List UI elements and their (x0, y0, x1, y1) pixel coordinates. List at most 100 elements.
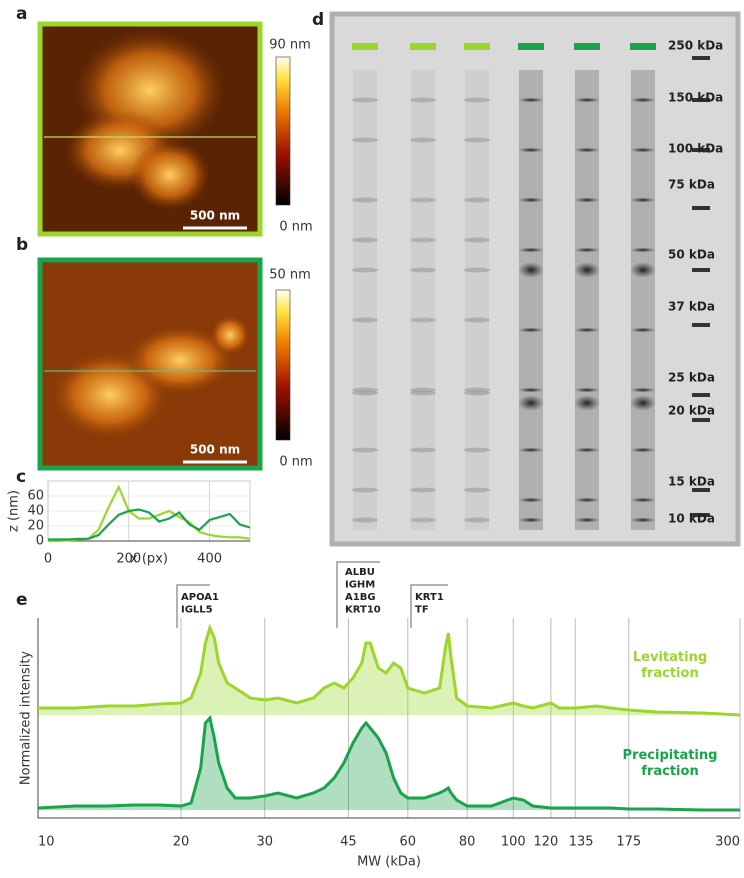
lane (519, 70, 543, 530)
ladder-band (692, 56, 710, 60)
gel-band (464, 487, 490, 493)
ladder-band (692, 98, 710, 102)
series-label-box: Precipitating fraction (623, 748, 718, 779)
x-tick-label: 10 (38, 835, 55, 850)
marker-label: 250 kDa (668, 39, 723, 53)
annotation: TF (415, 605, 429, 616)
gel-band (518, 395, 544, 411)
panel-label: d (312, 10, 324, 30)
annotation: APOA1 (181, 592, 219, 603)
gel-band (574, 517, 600, 523)
gel-band (464, 137, 490, 143)
marker-label: 50 kDa (668, 248, 715, 262)
afm-feature (210, 315, 250, 355)
y-tick-label: 20 (27, 519, 44, 534)
marker-label: 100 kDa (668, 142, 723, 156)
x-tick-label: 135 (569, 835, 594, 850)
panel-label: b (16, 235, 28, 255)
gel-band (574, 327, 600, 333)
annotation: KRT10 (345, 605, 381, 616)
marker-label: 15 kDa (668, 475, 715, 489)
y-axis-label: Normalized intensity (19, 651, 34, 786)
ladder-band (692, 268, 710, 272)
ladder-band (692, 488, 710, 492)
gel-band (630, 517, 656, 523)
gel-band (518, 497, 544, 503)
gel-band (574, 197, 600, 203)
panel-label: e (16, 590, 28, 610)
gel-band (410, 237, 436, 243)
afm-feature (125, 325, 235, 395)
gel-band (518, 97, 544, 103)
gel-band (352, 267, 378, 273)
gel-band (574, 262, 600, 278)
lane-marker (518, 43, 544, 50)
gel-band (352, 487, 378, 493)
gel-band (518, 247, 544, 253)
marker-label: 10 kDa (668, 512, 715, 526)
x-axis-label: MW (kDa) (357, 855, 421, 870)
gel-band (630, 387, 656, 393)
lane (631, 70, 655, 530)
gel-band (410, 487, 436, 493)
colorbar-min: 0 nm (279, 455, 312, 470)
gel-band (630, 327, 656, 333)
gel-band (518, 147, 544, 153)
x-tick-label: 200 (116, 552, 141, 567)
gel-band (464, 517, 490, 523)
series-label-box: Levitating fraction (633, 650, 707, 681)
gel-band (410, 97, 436, 103)
lane (575, 70, 599, 530)
gel-band (410, 390, 436, 396)
annotation-bracket (410, 584, 448, 628)
gel-band (518, 447, 544, 453)
colorbar (275, 289, 291, 441)
gel-band (352, 390, 378, 396)
scale-bar-label: 500 nm (190, 209, 240, 223)
gel-band (352, 97, 378, 103)
panel-label: c (16, 467, 26, 487)
annotation-bracket (336, 561, 380, 628)
gel-band (574, 387, 600, 393)
panel-label: a (16, 4, 27, 24)
lane (411, 70, 435, 530)
x-tick-label: 20 (173, 835, 190, 850)
gel-band (518, 197, 544, 203)
colorbar-max: 90 nm (269, 38, 311, 53)
ladder-band (692, 206, 710, 210)
gel-band (630, 395, 656, 411)
colorbar-max: 50 nm (269, 268, 311, 283)
gel-band (410, 317, 436, 323)
gel-band (574, 247, 600, 253)
gel-band (464, 237, 490, 243)
colorbar (275, 56, 291, 206)
x-tick-label: 175 (616, 835, 641, 850)
gel-band (630, 147, 656, 153)
x-tick-label: 400 (197, 552, 222, 567)
x-tick-label: 30 (256, 835, 273, 850)
gel-band (630, 497, 656, 503)
y-axis-label: z (nm) (7, 490, 22, 532)
gel-band (574, 447, 600, 453)
gel-band (352, 237, 378, 243)
x-tick-label: 100 (501, 835, 526, 850)
x-tick-label: 0 (44, 552, 52, 567)
marker-label: 37 kDa (668, 300, 715, 314)
x-tick-label: 120 (533, 835, 558, 850)
gel-band (630, 447, 656, 453)
y-tick-label: 40 (27, 504, 44, 519)
annotation: IGHM (345, 580, 375, 591)
gel-band (352, 137, 378, 143)
gel-band (464, 197, 490, 203)
scale-bar-label: 500 nm (190, 443, 240, 457)
y-tick-label: 0 (36, 534, 44, 549)
gel-band (352, 517, 378, 523)
x-tick-label: 300 (715, 835, 740, 850)
line (37, 714, 740, 812)
x-axis-label: x (px) (130, 552, 168, 567)
lane (353, 70, 377, 530)
marker-label: 25 kDa (668, 371, 715, 385)
lane-marker (352, 43, 378, 50)
